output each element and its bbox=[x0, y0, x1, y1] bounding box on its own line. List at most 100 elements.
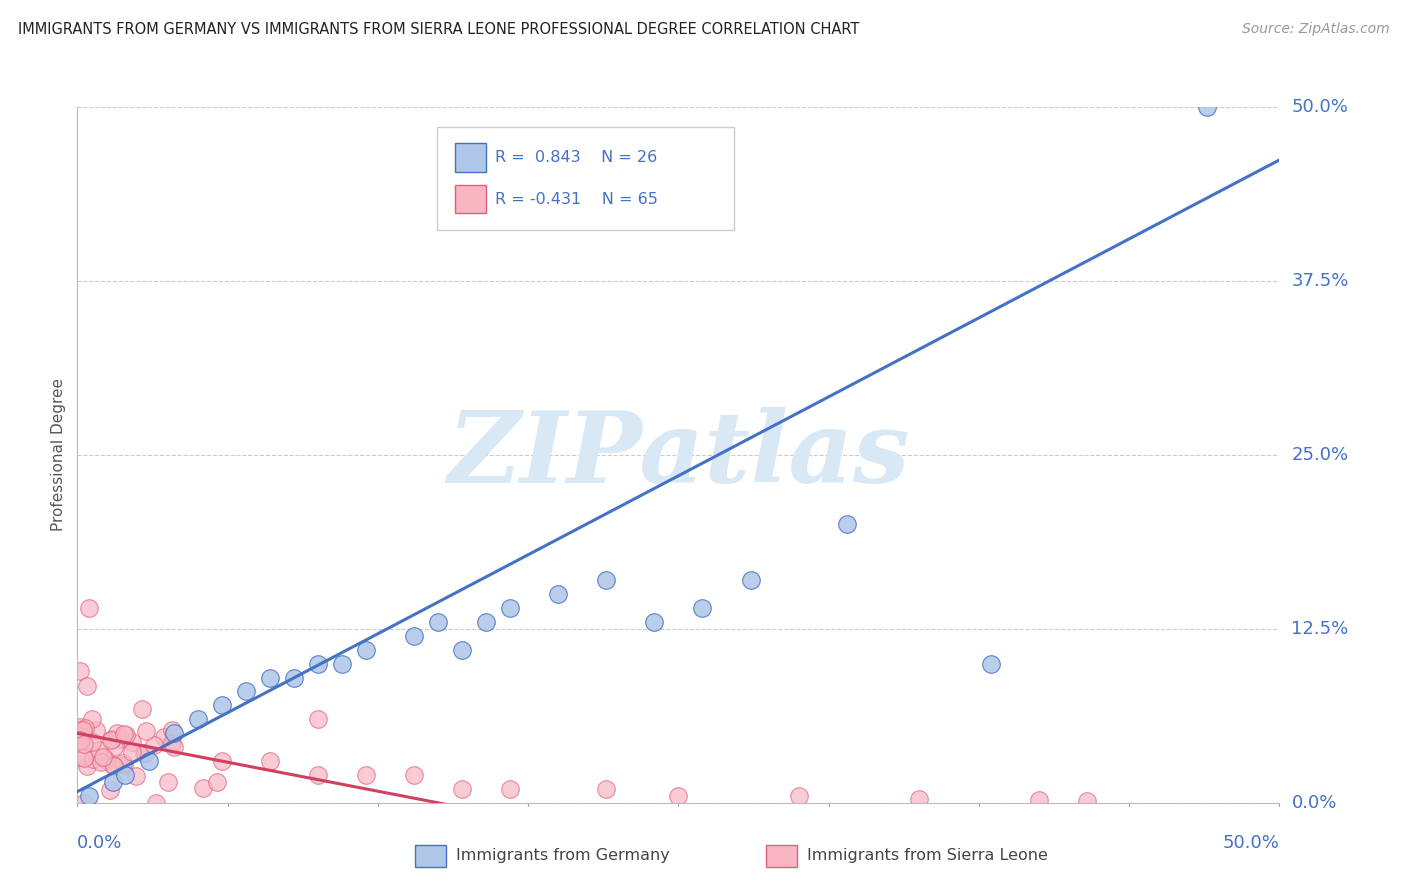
Point bbox=[114, 768, 136, 782]
Point bbox=[186, 712, 209, 726]
Text: 12.5%: 12.5% bbox=[1292, 620, 1348, 638]
Point bbox=[835, 517, 858, 532]
Point bbox=[451, 642, 474, 657]
Point bbox=[76, 759, 98, 773]
Point bbox=[115, 728, 138, 742]
Point bbox=[69, 750, 91, 764]
Point bbox=[94, 752, 117, 766]
Point bbox=[72, 723, 94, 737]
Point bbox=[105, 725, 128, 739]
Text: Source: ZipAtlas.com: Source: ZipAtlas.com bbox=[1241, 22, 1389, 37]
Text: 25.0%: 25.0% bbox=[1292, 446, 1348, 464]
Point bbox=[80, 712, 103, 726]
Point bbox=[160, 723, 183, 738]
Point bbox=[73, 751, 96, 765]
Point bbox=[82, 735, 104, 749]
Point bbox=[354, 642, 377, 657]
Point bbox=[1197, 100, 1219, 114]
Point bbox=[112, 758, 135, 772]
Point bbox=[90, 755, 112, 769]
Point bbox=[69, 732, 91, 747]
Point bbox=[162, 740, 184, 755]
Point bbox=[98, 783, 121, 797]
Text: R = -0.431    N = 65: R = -0.431 N = 65 bbox=[495, 192, 658, 207]
Y-axis label: Professional Degree: Professional Degree bbox=[51, 378, 66, 532]
Point bbox=[307, 657, 329, 671]
Point bbox=[499, 781, 522, 796]
Point bbox=[135, 723, 157, 738]
Text: 50.0%: 50.0% bbox=[1223, 834, 1279, 852]
Text: ZIPatlas: ZIPatlas bbox=[447, 407, 910, 503]
Point bbox=[354, 768, 377, 782]
Point bbox=[82, 751, 104, 765]
Point bbox=[72, 737, 94, 751]
Point bbox=[73, 796, 96, 810]
Point bbox=[143, 738, 166, 752]
Point bbox=[134, 746, 156, 760]
Point bbox=[235, 684, 257, 698]
Point bbox=[101, 757, 124, 772]
Point bbox=[643, 615, 665, 629]
Point bbox=[1028, 793, 1050, 807]
Point bbox=[307, 768, 329, 782]
Point bbox=[980, 657, 1002, 671]
Point bbox=[103, 775, 125, 789]
Point bbox=[69, 720, 91, 734]
Point bbox=[152, 730, 174, 744]
Point bbox=[100, 732, 122, 747]
Point bbox=[908, 791, 931, 805]
Point bbox=[103, 739, 125, 754]
Text: 0.0%: 0.0% bbox=[1292, 794, 1337, 812]
Point bbox=[157, 774, 180, 789]
Point bbox=[101, 732, 124, 747]
Text: Immigrants from Germany: Immigrants from Germany bbox=[456, 848, 669, 863]
Point bbox=[103, 759, 125, 773]
Point bbox=[283, 671, 305, 685]
Point bbox=[211, 754, 233, 768]
Point bbox=[79, 789, 101, 803]
Point bbox=[211, 698, 233, 713]
Point bbox=[70, 734, 93, 748]
Point bbox=[330, 657, 353, 671]
Point bbox=[125, 768, 148, 782]
Point bbox=[1076, 794, 1098, 808]
Text: 37.5%: 37.5% bbox=[1292, 272, 1348, 290]
Point bbox=[69, 664, 91, 678]
Point bbox=[259, 754, 281, 768]
Point bbox=[69, 729, 91, 743]
Point bbox=[69, 728, 91, 742]
Point bbox=[259, 671, 281, 685]
Point bbox=[91, 750, 114, 764]
Text: 0.0%: 0.0% bbox=[77, 834, 122, 852]
Point bbox=[207, 774, 229, 789]
Point bbox=[668, 789, 690, 803]
Point bbox=[131, 702, 153, 716]
Point bbox=[121, 745, 143, 759]
Point bbox=[193, 781, 215, 796]
Text: Immigrants from Sierra Leone: Immigrants from Sierra Leone bbox=[807, 848, 1047, 863]
Point bbox=[162, 726, 184, 740]
Point bbox=[79, 601, 101, 615]
Point bbox=[402, 629, 425, 643]
Point bbox=[475, 615, 498, 629]
Point bbox=[112, 727, 135, 741]
Point bbox=[692, 601, 714, 615]
Point bbox=[112, 756, 135, 770]
Text: 50.0%: 50.0% bbox=[1292, 98, 1348, 116]
Point bbox=[73, 721, 96, 735]
Point bbox=[134, 746, 156, 760]
Point bbox=[138, 754, 160, 768]
Point bbox=[499, 601, 522, 615]
Point bbox=[402, 768, 425, 782]
Point bbox=[787, 789, 810, 803]
Point bbox=[595, 573, 617, 587]
Point bbox=[595, 781, 617, 796]
Point bbox=[89, 743, 111, 757]
Point bbox=[740, 573, 762, 587]
Point bbox=[547, 587, 569, 601]
Point bbox=[451, 781, 474, 796]
Point bbox=[427, 615, 450, 629]
Point bbox=[160, 736, 183, 750]
Text: IMMIGRANTS FROM GERMANY VS IMMIGRANTS FROM SIERRA LEONE PROFESSIONAL DEGREE CORR: IMMIGRANTS FROM GERMANY VS IMMIGRANTS FR… bbox=[18, 22, 859, 37]
Text: R =  0.843    N = 26: R = 0.843 N = 26 bbox=[495, 150, 657, 165]
